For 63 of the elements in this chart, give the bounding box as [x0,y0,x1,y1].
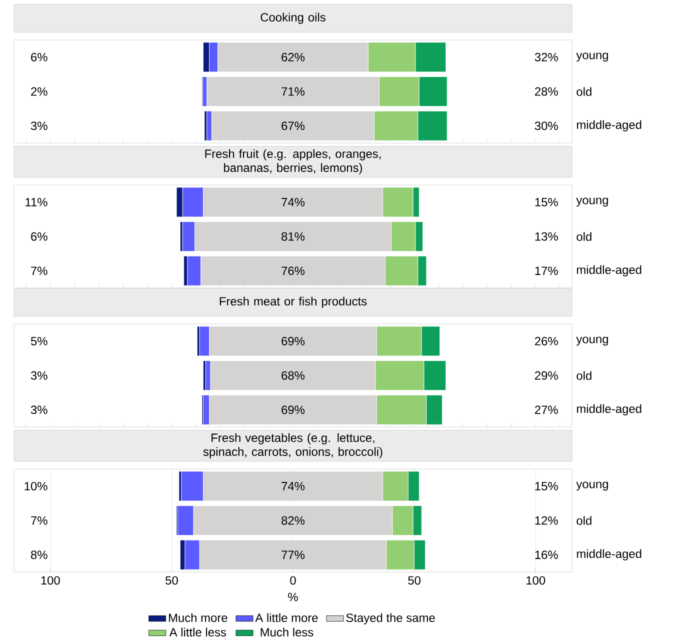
data-label: 81% [282,232,305,241]
annotation: 15% [535,198,558,206]
annotation: 30% [534,122,558,130]
annotation: 3% [30,371,48,380]
y-tick-label: young [576,482,608,491]
x-tick-label: 100 [526,576,546,585]
annotation: 16% [535,550,558,560]
x-tick-label: 50 [166,576,178,585]
x-tick-label: 50 [408,576,420,585]
data-label: 74% [282,198,305,206]
y-tick-label: young [576,336,608,346]
y-tick-label: middle-aged [576,265,642,276]
y-tick-label: old [576,232,592,241]
annotation: 10% [24,482,48,490]
chart-title: Cooking oils [260,12,326,24]
annotation: 3% [30,406,48,414]
legend-label: Much more [168,613,228,622]
x-tick-label: 0 [290,576,296,585]
data-label: 62% [282,52,305,62]
y-tick-label: middle-aged [576,120,642,132]
y-tick-label: old [576,371,592,380]
annotation: 15% [535,482,558,490]
legend-label: A little more [255,613,318,622]
y-tick-label: young [576,52,608,62]
y-tick-label: old [576,516,592,525]
y-tick-label: young [576,198,608,207]
chart-title: Fresh vegetables (e.g. lettuce, spinach, carrots, onions, broccoli) [203,433,382,458]
annotation: 6% [31,52,48,62]
annotation: 32% [534,52,558,62]
data-label: 69% [282,406,305,414]
legend-label: Stayed the same [346,613,435,624]
annotation: 12% [535,516,558,525]
chart-title: Fresh meat or fish products [220,296,367,308]
x-axis-title: % [288,592,298,602]
annotation: 3% [30,122,48,130]
data-label: 77% [282,550,305,560]
y-tick-label: middle-aged [576,549,642,560]
data-label: 71% [282,87,305,96]
annotation: 7% [31,266,48,276]
data-label: 67% [282,122,305,130]
annotation: 28% [535,87,558,96]
y-tick-label: old [576,87,592,96]
annotation: 11% [26,198,48,206]
annotation: 7% [31,516,48,525]
annotation: 6% [31,232,48,241]
data-label: 76% [282,266,305,276]
annotation: 26% [535,336,558,346]
data-label: 74% [282,482,305,490]
legend-label: Much less [260,628,314,636]
annotation: 29% [535,371,558,380]
x-tick-label: 100 [41,576,60,585]
annotation: 5% [30,336,48,346]
data-label: 69% [282,336,305,346]
data-label: 82% [282,516,305,525]
annotation: 13% [535,232,558,241]
data-label: 68% [282,371,305,380]
legend-label: A little less [169,628,226,636]
annotation: 27% [535,406,558,414]
y-tick-label: middle-aged [576,404,642,416]
chart-title: Fresh fruit (e.g. apples, oranges, bananas, berries, lemons) [205,149,381,174]
annotation: 2% [31,87,48,96]
annotation: 8% [30,550,48,560]
annotation: 17% [535,266,558,276]
